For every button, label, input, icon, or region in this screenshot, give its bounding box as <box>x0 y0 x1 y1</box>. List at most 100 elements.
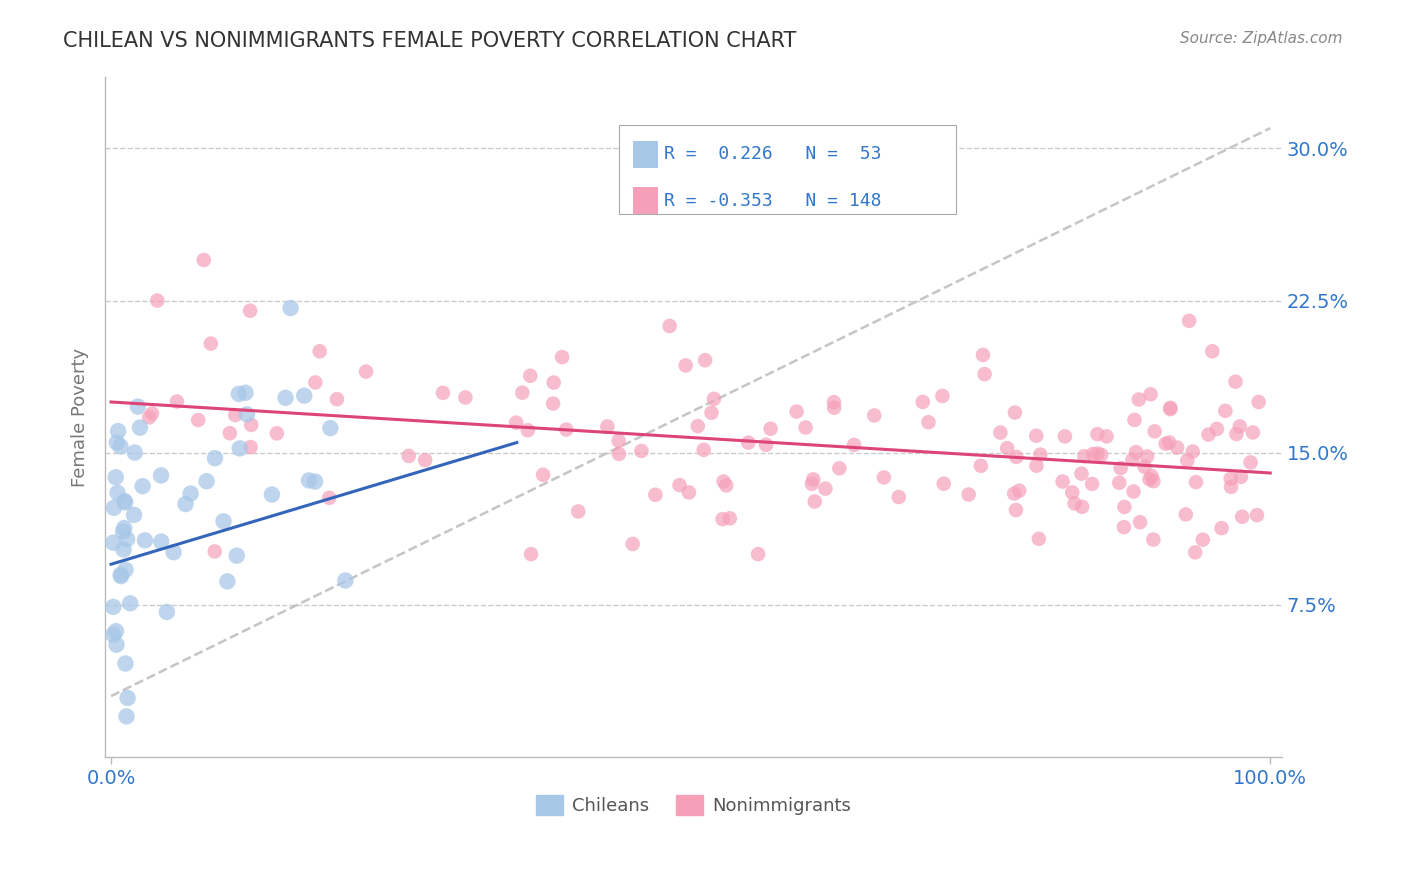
Point <box>541 396 564 410</box>
Point <box>1121 452 1143 467</box>
Point <box>1166 441 1188 455</box>
Point <box>1122 484 1144 499</box>
Point <box>747 547 769 561</box>
Point <box>693 442 716 457</box>
Point <box>1028 532 1050 546</box>
Point <box>235 385 257 400</box>
Point <box>239 440 262 454</box>
Point <box>510 385 533 400</box>
Legend: Chileans, Nonimmigrants: Chileans, Nonimmigrants <box>529 788 859 822</box>
Point <box>814 482 837 496</box>
Point <box>794 420 817 434</box>
Point <box>454 391 477 405</box>
Point <box>716 478 738 492</box>
Point <box>1175 453 1198 467</box>
Point <box>596 419 619 434</box>
Point <box>693 353 716 368</box>
Point <box>567 504 589 518</box>
Point <box>801 472 824 486</box>
Point <box>260 487 283 501</box>
Point <box>1220 480 1243 494</box>
Point <box>204 544 226 558</box>
Point <box>990 425 1012 440</box>
Point <box>304 475 326 489</box>
Point <box>1002 486 1025 500</box>
Point <box>1005 503 1028 517</box>
Point <box>675 359 697 373</box>
Point <box>1225 375 1247 389</box>
Point <box>1230 470 1253 484</box>
Point <box>823 395 845 409</box>
Point <box>318 491 340 505</box>
Point <box>1159 435 1181 450</box>
Point <box>917 415 939 429</box>
Point <box>112 542 135 557</box>
Point <box>678 485 700 500</box>
Text: CHILEAN VS NONIMMIGRANTS FEMALE POVERTY CORRELATION CHART: CHILEAN VS NONIMMIGRANTS FEMALE POVERTY … <box>63 31 797 51</box>
Point <box>432 385 454 400</box>
Point <box>110 569 132 583</box>
Point <box>1181 444 1204 458</box>
Point <box>193 252 215 267</box>
Point <box>134 533 156 548</box>
Y-axis label: Female Poverty: Female Poverty <box>72 348 89 487</box>
Point <box>141 407 163 421</box>
Point <box>1008 483 1031 498</box>
Point <box>304 376 326 390</box>
Point <box>1005 450 1028 464</box>
Point <box>1125 445 1147 459</box>
Point <box>1109 461 1132 475</box>
Point <box>863 409 886 423</box>
Point <box>1247 395 1270 409</box>
Point <box>1123 413 1146 427</box>
Point <box>543 376 565 390</box>
Point <box>107 486 129 500</box>
Point <box>354 365 377 379</box>
Point <box>1052 475 1074 489</box>
Point <box>131 479 153 493</box>
Point <box>204 451 226 466</box>
Point <box>1241 425 1264 440</box>
Point <box>103 599 125 614</box>
Point <box>236 408 259 422</box>
Point <box>326 392 349 406</box>
Point <box>531 467 554 482</box>
Point <box>700 406 723 420</box>
Point <box>115 532 138 546</box>
Point <box>319 421 342 435</box>
Point <box>1053 429 1076 443</box>
Text: R = -0.353   N = 148: R = -0.353 N = 148 <box>664 192 882 210</box>
Point <box>800 476 823 491</box>
Point <box>644 488 666 502</box>
Point <box>713 475 735 489</box>
Point <box>308 344 330 359</box>
Point <box>1225 427 1247 442</box>
Point <box>1198 427 1220 442</box>
Point <box>120 596 142 610</box>
Point <box>1029 448 1052 462</box>
Point <box>129 420 152 434</box>
Point <box>103 628 125 642</box>
Point <box>823 401 845 415</box>
Point <box>932 476 955 491</box>
Point <box>505 416 527 430</box>
Point <box>1025 458 1047 473</box>
Point <box>217 574 239 589</box>
Point <box>970 458 993 473</box>
Point <box>180 486 202 500</box>
Point <box>292 389 315 403</box>
Point <box>187 413 209 427</box>
Point <box>127 400 149 414</box>
Point <box>1108 475 1130 490</box>
Point <box>1143 425 1166 439</box>
Point <box>555 423 578 437</box>
Point <box>195 474 218 488</box>
Point <box>114 563 136 577</box>
Point <box>1140 469 1163 483</box>
Point <box>1174 508 1197 522</box>
Point <box>1112 520 1135 534</box>
Point <box>1070 467 1092 481</box>
Point <box>520 547 543 561</box>
Point <box>110 439 132 453</box>
Point <box>911 395 934 409</box>
